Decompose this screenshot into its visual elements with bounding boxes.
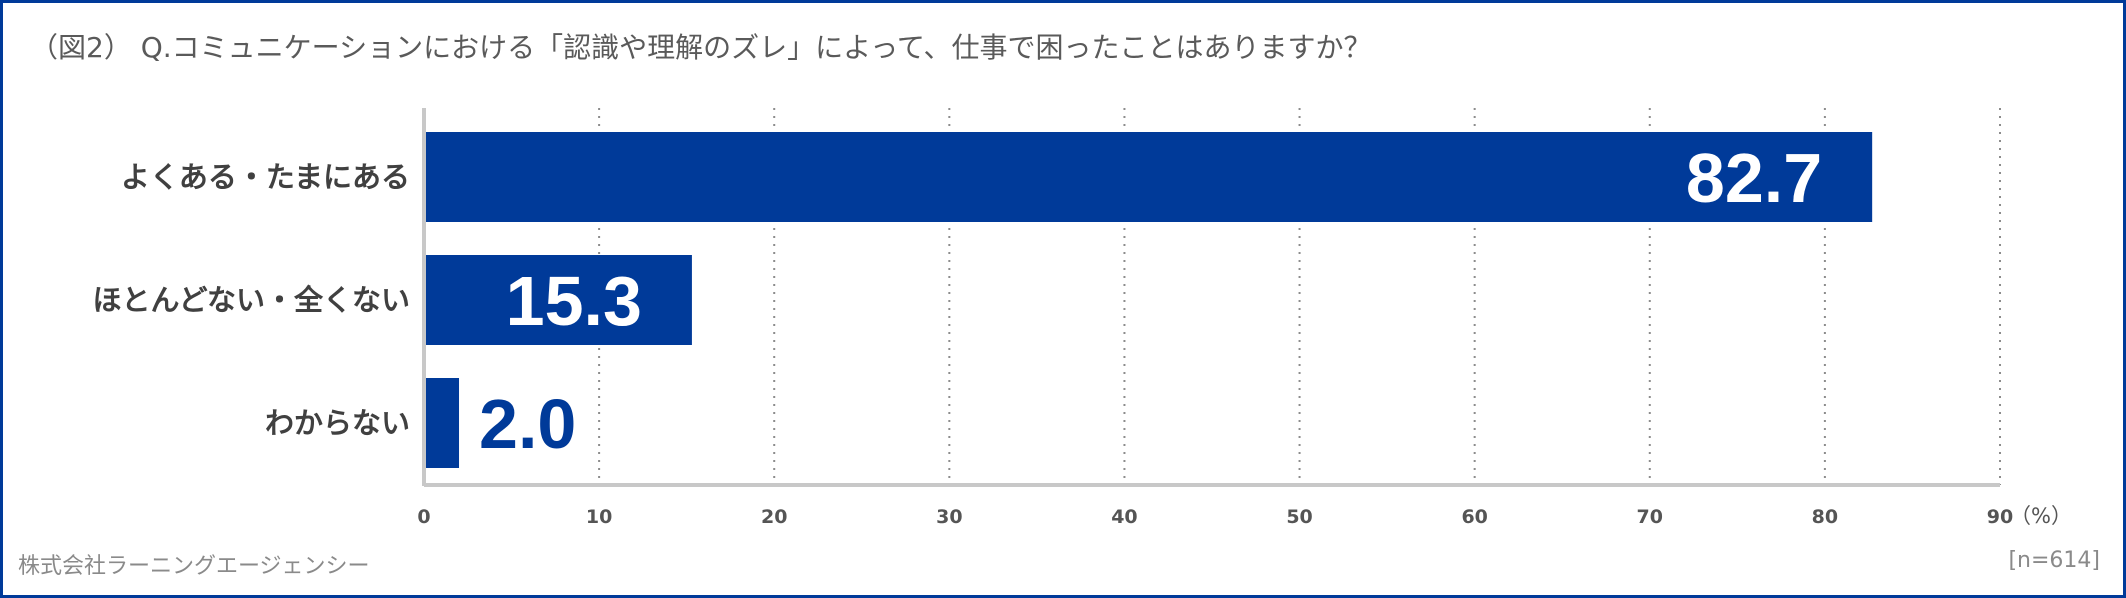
x-tick-label: 60 bbox=[1461, 506, 1487, 528]
category-label: よくある・たまにある bbox=[121, 160, 410, 194]
company-credit: 株式会社ラーニングエージェンシー bbox=[18, 554, 370, 579]
x-tick-label: 0 bbox=[417, 506, 430, 528]
bar bbox=[424, 255, 692, 345]
x-tick-label: 30 bbox=[936, 506, 962, 528]
bars bbox=[424, 132, 1873, 468]
chart-title: （図2） Q.コミュニケーションにおける「認識や理解のズレ」によって、仕事で困っ… bbox=[30, 31, 1372, 64]
category-label: わからない bbox=[265, 406, 410, 440]
axes: 0 10 20 30 40 50 60 70 80 90（%） bbox=[417, 108, 2072, 528]
value-label: 82.7 bbox=[1686, 139, 1822, 217]
bar bbox=[424, 132, 1873, 222]
value-label: 15.3 bbox=[506, 262, 642, 340]
x-unit-label: （%） bbox=[2010, 504, 2072, 528]
x-tick-label: 80 bbox=[1812, 506, 1838, 528]
category-label: ほとんどない・全くない bbox=[92, 283, 410, 317]
x-tick-label: 70 bbox=[1637, 506, 1663, 528]
value-label: 2.0 bbox=[479, 385, 576, 463]
x-tick-label: 40 bbox=[1111, 506, 1137, 528]
labels: よくある・たまにある 82.7 ほとんどない・全くない 15.3 わからない 2.0 bbox=[92, 139, 1822, 463]
x-tick-label: 10 bbox=[586, 506, 612, 528]
sample-size: [n=614] bbox=[2008, 548, 2100, 573]
x-tick-label: 50 bbox=[1286, 506, 1312, 528]
x-tick-label: 20 bbox=[761, 506, 787, 528]
x-tick-label: 90 bbox=[1987, 506, 2013, 528]
bar bbox=[424, 378, 460, 468]
